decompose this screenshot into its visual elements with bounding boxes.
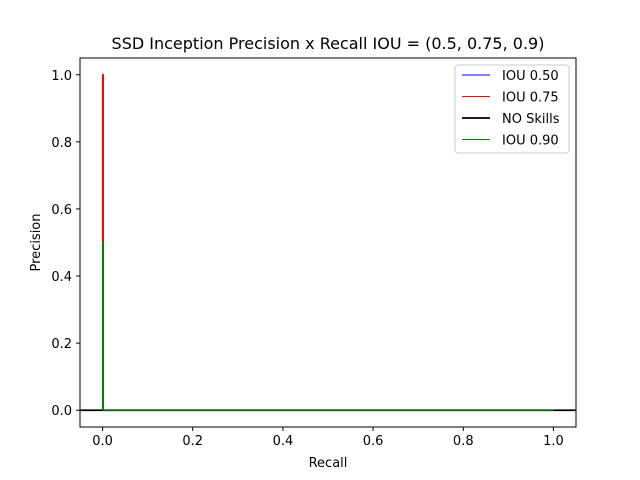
x-tick-label: 1.0 bbox=[543, 434, 564, 449]
y-tick-label: 0.0 bbox=[51, 404, 72, 419]
series-line-4 bbox=[102, 241, 554, 411]
legend: IOU 0.50 IOU 0.75 NO Skills IOU 0.90 bbox=[454, 64, 570, 154]
chart-title: SSD Inception Precision x Recall IOU = (… bbox=[112, 34, 545, 53]
x-tick-label: 0.2 bbox=[182, 434, 203, 449]
x-tick-label: 0.8 bbox=[453, 434, 474, 449]
legend-entry-label: IOU 0.90 bbox=[502, 134, 559, 149]
y-tick-label: 0.4 bbox=[51, 270, 72, 285]
y-axis-label: Precision bbox=[29, 213, 44, 271]
y-tick-label: 1.0 bbox=[51, 69, 72, 84]
x-tick-label: 0.4 bbox=[273, 434, 294, 449]
x-tick-label: 0.0 bbox=[92, 434, 113, 449]
y-tick-label: 0.8 bbox=[51, 136, 72, 151]
legend-box bbox=[454, 64, 570, 154]
legend-entry-label: IOU 0.50 bbox=[502, 69, 559, 84]
x-axis-label: Recall bbox=[309, 456, 348, 471]
y-tick-label: 0.6 bbox=[51, 203, 72, 218]
y-tick-label: 0.2 bbox=[51, 337, 72, 352]
x-axis: 0.0 0.2 0.4 0.6 0.8 1.0 bbox=[92, 427, 564, 449]
plot-frame bbox=[79, 57, 577, 428]
legend-entry-label: IOU 0.75 bbox=[502, 91, 559, 106]
x-tick-label: 0.6 bbox=[363, 434, 384, 449]
legend-entry-label: NO Skills bbox=[502, 112, 560, 127]
y-axis: 0.0 0.2 0.4 0.6 0.8 1.0 bbox=[51, 69, 80, 419]
series-layer bbox=[80, 74, 576, 412]
